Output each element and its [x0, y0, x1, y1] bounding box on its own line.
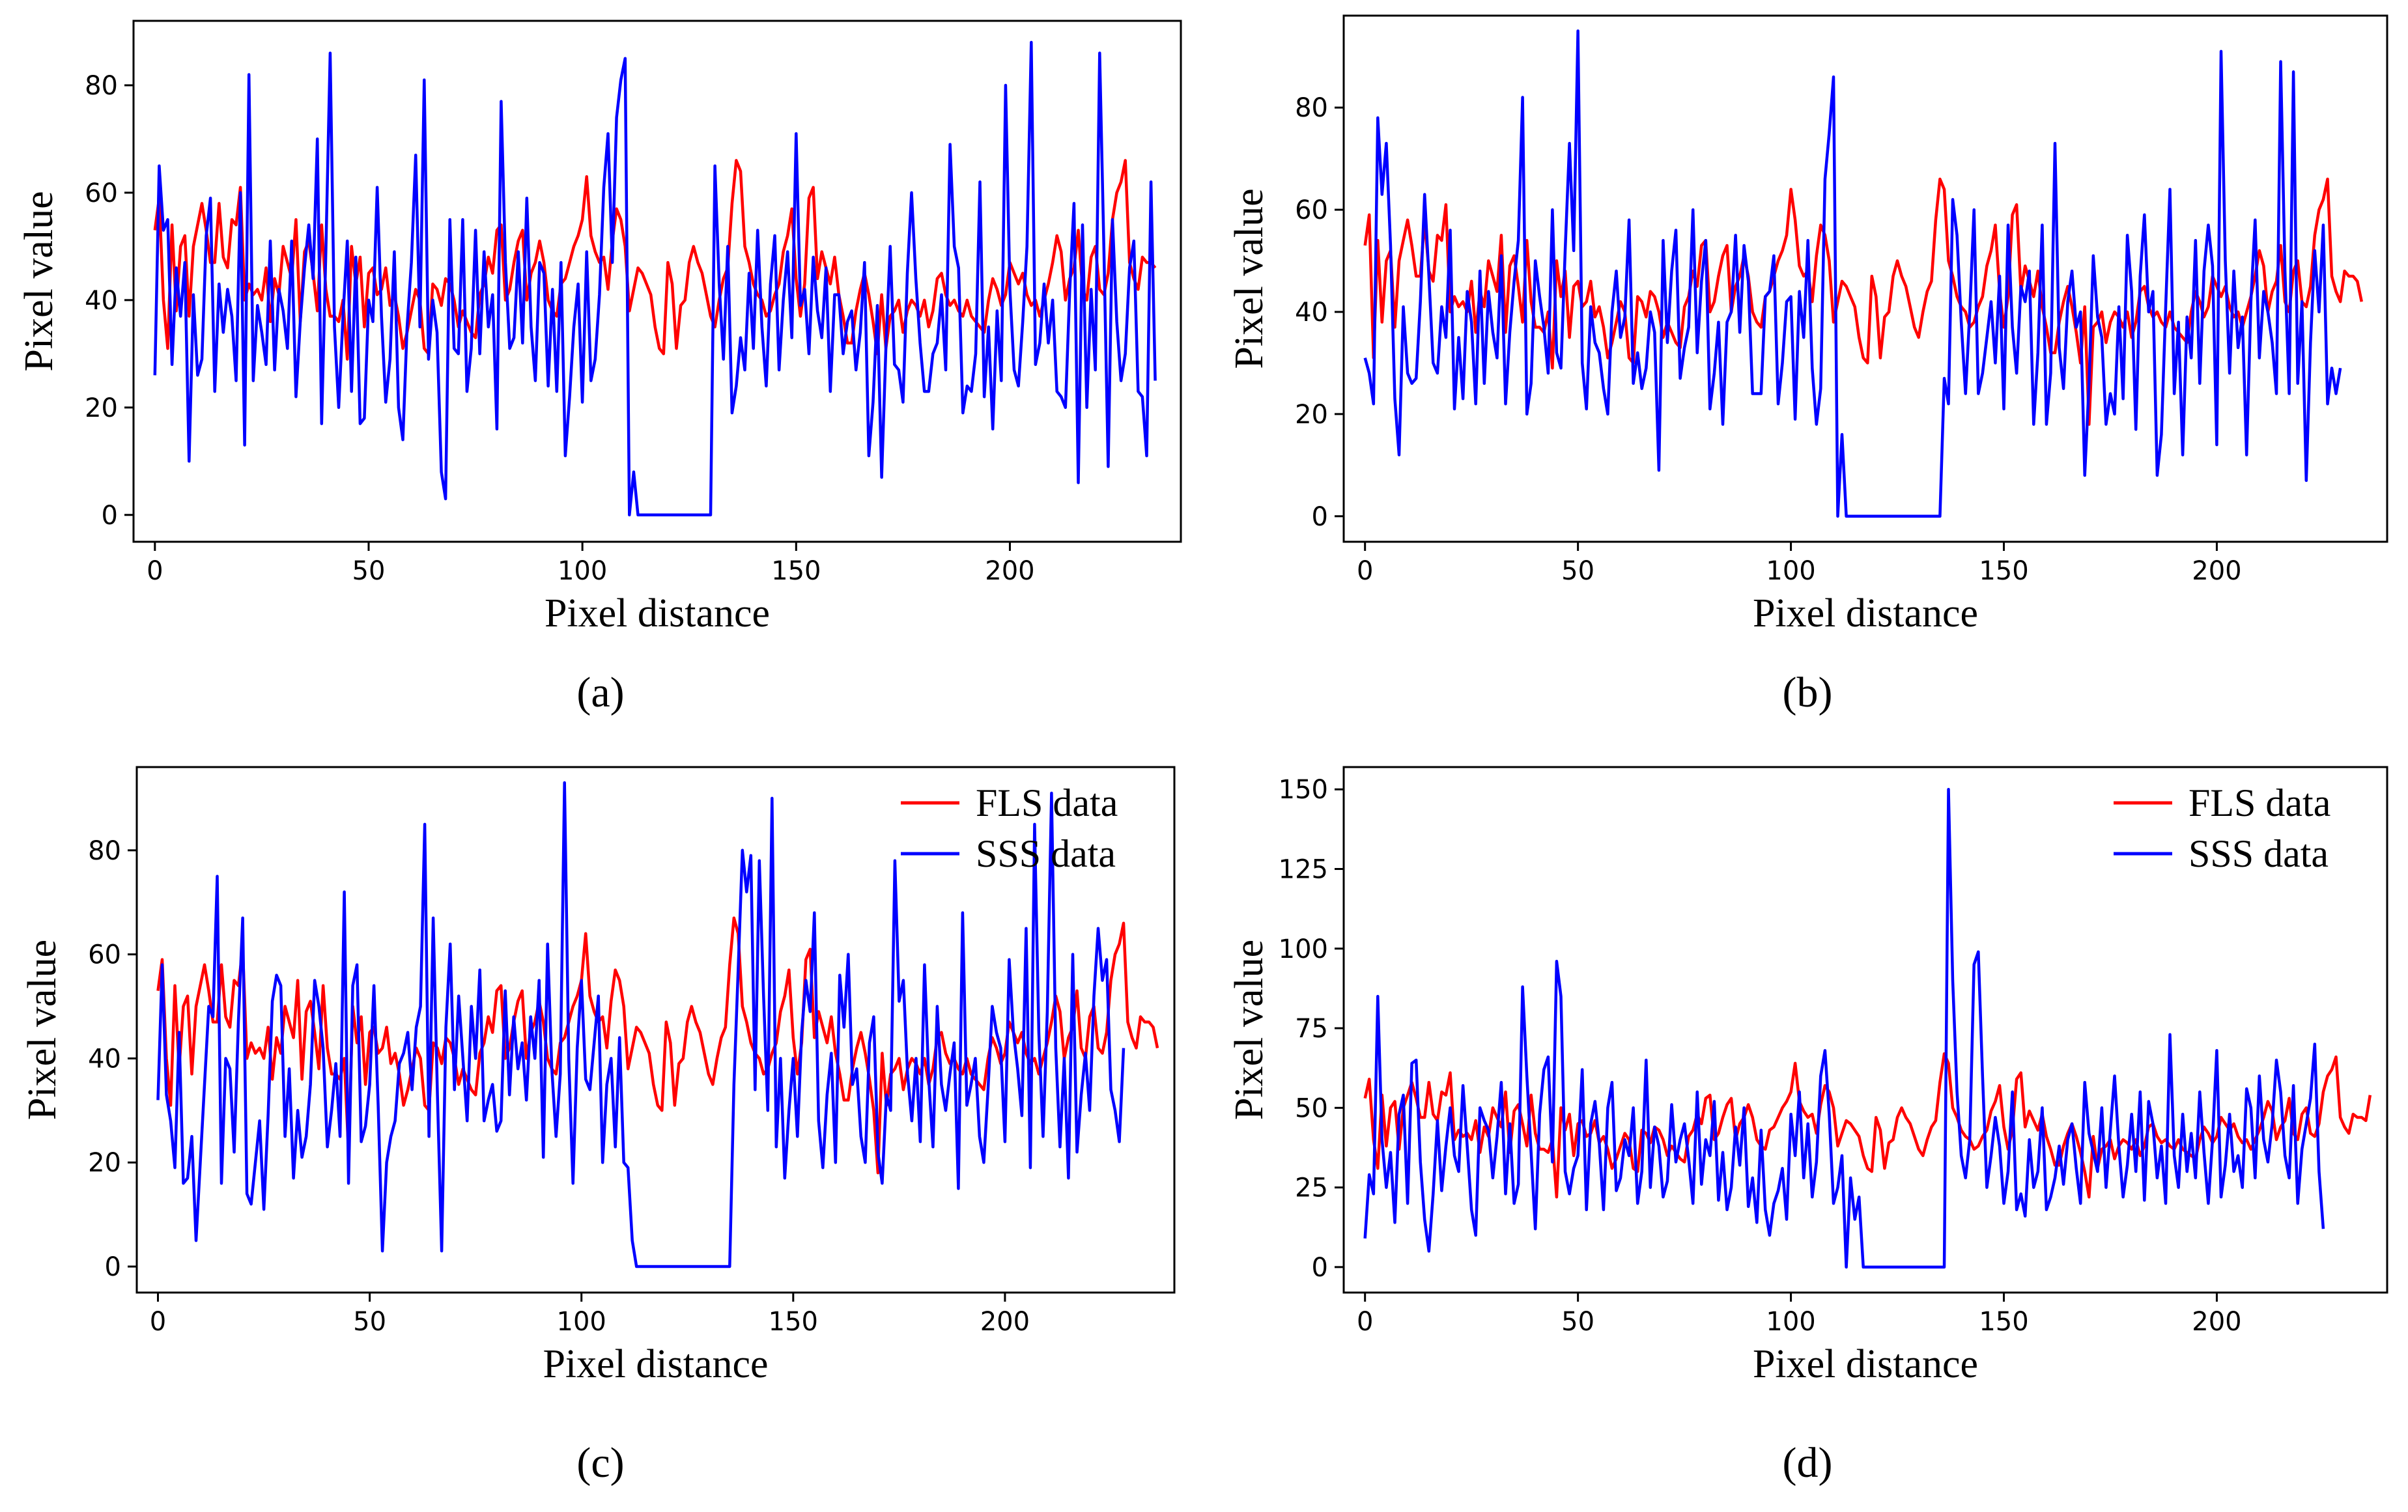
y-tick-label: 40 [85, 286, 118, 316]
y-tick-label: 125 [1279, 855, 1328, 885]
x-tick-label: 50 [1561, 556, 1594, 586]
x-tick-label: 0 [147, 556, 163, 586]
legend-label-fls: FLS data [2188, 781, 2330, 824]
panel-label-d: (d) [1783, 1439, 1833, 1487]
axes-frame [132, 20, 1182, 543]
y-axis-label: Pixel value [1227, 940, 1271, 1120]
y-tick-label: 60 [88, 940, 121, 970]
x-tick-label: 150 [771, 556, 821, 586]
plot-a: 0 50 100 150 200 0 20 40 60 80 Pixel distance Pixel… [17, 20, 1182, 636]
y-axis-label: Pixel value [1227, 188, 1271, 369]
x-tick-label: 200 [985, 556, 1034, 586]
series-line-fls [153, 159, 1157, 361]
panel-label-b: (b) [1783, 669, 1833, 716]
panel-label-a: (a) [576, 669, 624, 716]
series-line-fls [1363, 177, 2364, 426]
x-axis-label: Pixel distance [1753, 1342, 1978, 1386]
y-tick-label: 80 [88, 836, 121, 866]
y-tick-label: 20 [88, 1148, 121, 1178]
x-tick-label: 100 [1766, 1307, 1815, 1337]
panel-b: 0 50 100 150 200 0 20 40 60 80 Pixel distance Pixel… [1227, 14, 2388, 716]
x-tick-label: 200 [2192, 1307, 2241, 1337]
x-tick-label: 0 [1357, 556, 1373, 586]
x-tick-label: 150 [769, 1307, 818, 1337]
panel-c: 0 50 100 150 200 0 20 40 60 80 Pixel distance Pixel… [20, 766, 1176, 1487]
series-line-sss [156, 781, 1126, 1268]
x-tick-label: 150 [1979, 556, 2028, 586]
panel-label-c: (c) [576, 1439, 624, 1487]
x-axis-label: Pixel distance [543, 1342, 768, 1386]
y-tick-label: 0 [1312, 502, 1328, 532]
y-tick-label: 40 [1295, 298, 1328, 328]
y-tick-label: 150 [1279, 775, 1328, 805]
y-tick-label: 80 [1295, 93, 1328, 123]
y-tick-label: 40 [88, 1044, 121, 1074]
legend-label-sss: SSS data [976, 832, 1116, 875]
series-line-sss [1363, 787, 2325, 1269]
x-tick-label: 150 [1979, 1307, 2028, 1337]
y-tick-label: 80 [85, 71, 118, 101]
legend-label-sss: SSS data [2188, 832, 2329, 875]
axes-frame [135, 766, 1176, 1294]
x-axis-label: Pixel distance [1753, 591, 1978, 636]
y-tick-label: 60 [1295, 195, 1328, 225]
series-line-sss [153, 40, 1157, 517]
y-tick-label: 0 [105, 1252, 121, 1282]
y-tick-label: 100 [1279, 934, 1328, 964]
y-tick-label: 20 [1295, 400, 1328, 430]
x-tick-label: 0 [1357, 1307, 1373, 1337]
legend-label-fls: FLS data [976, 781, 1118, 824]
y-tick-label: 75 [1295, 1014, 1328, 1044]
y-tick-label: 0 [102, 501, 118, 531]
y-tick-label: 25 [1295, 1173, 1328, 1203]
x-tick-label: 50 [353, 1307, 386, 1337]
y-tick-label: 50 [1295, 1093, 1328, 1123]
x-tick-label: 100 [557, 1307, 606, 1337]
x-tick-label: 100 [558, 556, 607, 586]
y-tick-label: 20 [85, 393, 118, 423]
x-tick-label: 50 [352, 556, 386, 586]
x-tick-label: 50 [1561, 1307, 1594, 1337]
x-tick-label: 200 [2192, 556, 2241, 586]
x-axis-label: Pixel distance [545, 591, 770, 636]
x-tick-label: 0 [150, 1307, 166, 1337]
y-tick-label: 60 [85, 178, 118, 208]
y-axis-label: Pixel value [17, 191, 61, 371]
x-tick-label: 100 [1766, 556, 1815, 586]
legend: FLS data SSS data [2114, 781, 2330, 875]
axes-frame [1342, 14, 2388, 543]
legend: FLS data SSS data [901, 781, 1118, 875]
series-line-sss [1363, 29, 2342, 518]
y-axis-label: Pixel value [20, 940, 64, 1120]
plot-b: 0 50 100 150 200 0 20 40 60 80 Pixel distance Pixel… [1227, 14, 2388, 636]
axes-frame [1342, 766, 2388, 1294]
panel-a: 0 50 100 150 200 0 20 40 60 80 Pixel distance Pixel… [17, 20, 1182, 716]
plot-c: 0 50 100 150 200 0 20 40 60 80 Pixel distance Pixel… [20, 766, 1176, 1386]
y-tick-label: 0 [1312, 1253, 1328, 1283]
x-tick-label: 200 [980, 1307, 1030, 1337]
